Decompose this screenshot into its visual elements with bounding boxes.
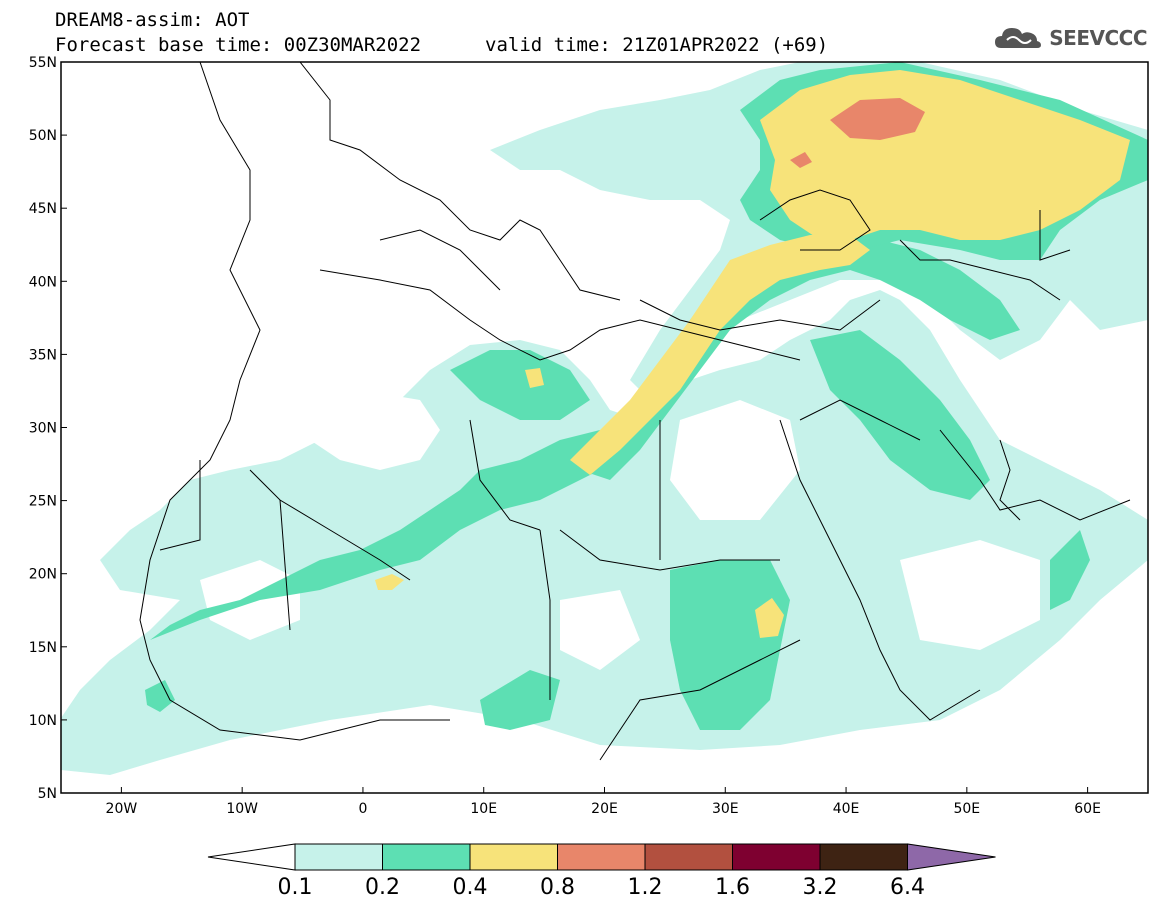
aot-contour-mid-corridor (580, 230, 1020, 480)
colorbar-level-label: 1.2 (628, 875, 663, 900)
aot-contour-low (61, 290, 1148, 775)
aot-contour-mid-senegal (145, 680, 175, 712)
aot-contour-mid-iraq (810, 330, 990, 500)
lat-tick-label: 25N (29, 494, 57, 510)
colorbar-level-label: 3.2 (803, 875, 838, 900)
lon-tick-label: 60E (1074, 801, 1101, 817)
clear-area-central (560, 590, 640, 670)
lat-tick-label: 30N (29, 421, 57, 437)
lon-tick-label: 50E (953, 801, 980, 817)
forecast-base-time: Forecast base time: 00Z30MAR2022 (55, 34, 422, 56)
valid-time: valid time: 21Z01APR2022 (+69) (485, 34, 829, 56)
aot-contour-mid-sahel (150, 430, 620, 640)
lat-tick-label: 45N (29, 201, 57, 217)
longitude-axis: 20W 10W 0 10E 20E 30E 40E 50E 60E (106, 787, 1101, 817)
lon-tick-label: 30E (712, 801, 739, 817)
colorbar-swatch (819, 843, 908, 871)
lat-tick-label: 20N (29, 567, 57, 583)
colorbar-level-label: 0.1 (278, 875, 313, 900)
colorbar-swatch (732, 843, 821, 871)
lat-tick-label: 35N (29, 347, 57, 363)
lon-tick-label: 20W (106, 801, 138, 817)
aot-contour-peak-small (790, 152, 812, 168)
aot-field (61, 62, 1148, 775)
clear-area-egypt (670, 400, 800, 520)
aot-contour-low-east (1060, 240, 1148, 330)
colorbar-swatch (644, 843, 733, 871)
aot-contour-high-band (570, 235, 870, 475)
lon-tick-label: 10E (470, 801, 497, 817)
aot-contour-high-sudan (755, 598, 784, 638)
latitude-axis: 55N 50N 45N 40N 35N 30N 25N 20N 15N 10N 5N (29, 55, 67, 802)
colorbar-swatch (382, 843, 471, 871)
colorbar: 0.1 0.2 0.4 0.8 1.2 1.6 3.2 6.4 (207, 843, 996, 900)
aot-contour-mid-oman (1050, 530, 1090, 610)
aot-contour-mid-gulfofguinea (480, 670, 560, 730)
colorbar-level-label: 0.4 (453, 875, 488, 900)
aot-contour-high-algeria (375, 574, 404, 590)
colorbar-level-label: 0.8 (540, 875, 575, 900)
colorbar-over-arrow (907, 843, 996, 871)
aot-contour-mid-northafrica (450, 350, 590, 420)
colorbar-level-label: 1.6 (715, 875, 750, 900)
chart-title: DREAM8-assim: AOT (55, 9, 250, 31)
colorbar-swatch (557, 843, 646, 871)
clear-area-sahara-west (300, 390, 440, 470)
colorbar-level-label: 6.4 (890, 875, 925, 900)
lat-tick-label: 5N (38, 786, 57, 802)
lon-tick-label: 40E (833, 801, 860, 817)
lat-tick-label: 15N (29, 640, 57, 656)
lat-tick-label: 10N (29, 713, 57, 729)
lat-tick-label: 50N (29, 128, 57, 144)
coastlines (139, 62, 1131, 761)
colorbar-swatch (469, 843, 558, 871)
colorbar-level-label: 0.2 (365, 875, 400, 900)
colorbar-swatch (294, 843, 383, 871)
aot-contour-high-libya (525, 368, 544, 388)
seevccc-logo: SEEVCCC (993, 24, 1147, 52)
lat-tick-label: 40N (29, 274, 57, 290)
lon-tick-label: 20E (591, 801, 618, 817)
cloud-logo-icon (995, 28, 1042, 48)
clear-area-arabia (900, 540, 1040, 650)
aot-contour-mid-sudan (670, 560, 790, 730)
colorbar-under-arrow (207, 843, 296, 871)
lon-tick-label: 10W (226, 801, 258, 817)
aot-contour-peak (830, 98, 925, 140)
logo-text: SEEVCCC (1049, 26, 1147, 50)
lon-tick-label: 0 (358, 801, 367, 817)
lat-tick-label: 55N (29, 55, 57, 71)
